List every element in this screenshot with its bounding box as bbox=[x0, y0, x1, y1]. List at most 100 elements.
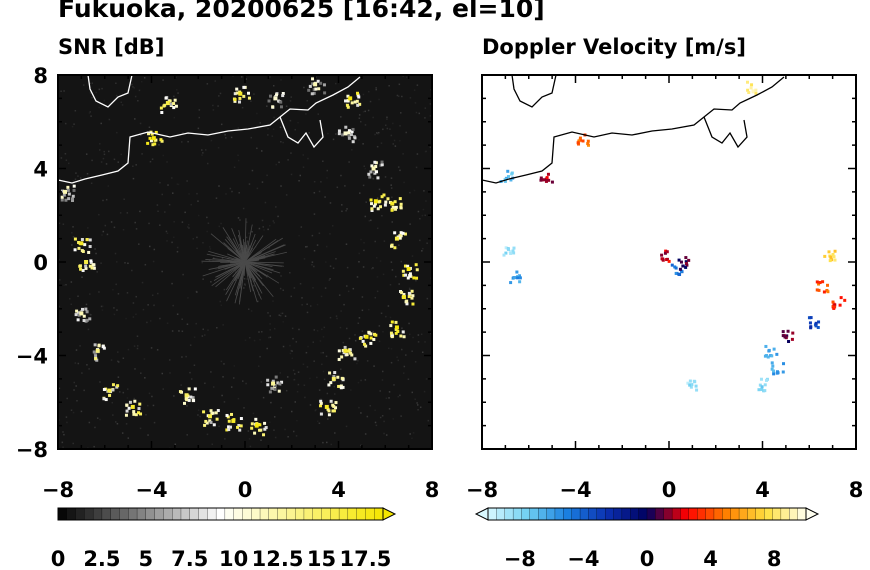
velocity-colorbar-cell bbox=[504, 507, 514, 521]
snr-echo bbox=[236, 425, 240, 429]
snr-echo bbox=[80, 238, 84, 242]
snr-echo bbox=[174, 104, 178, 108]
snr-echo bbox=[372, 338, 376, 342]
snr-echo bbox=[247, 91, 251, 95]
velocity-echo bbox=[815, 280, 819, 284]
snr-echo bbox=[189, 395, 193, 399]
snr-echo bbox=[94, 354, 98, 358]
velocity-echo bbox=[576, 141, 580, 145]
snr-colorbar-cell bbox=[154, 507, 165, 521]
snr-echo bbox=[403, 264, 407, 268]
velocity-echo bbox=[663, 251, 667, 255]
y-tick-label: 0 bbox=[33, 251, 48, 275]
snr-echo bbox=[81, 269, 85, 273]
snr-echo bbox=[77, 246, 81, 250]
velocity-colorbar-label: 8 bbox=[767, 547, 782, 570]
axes-layer: −8 −4 0 4 8 8 4 0 −4 −8 −8 −4 0 4 8 bbox=[16, 64, 864, 502]
velocity-echo bbox=[684, 260, 688, 264]
snr-colorbar-cell bbox=[295, 507, 305, 521]
snr-echo bbox=[401, 330, 405, 334]
snr-echo bbox=[92, 350, 96, 354]
snr-echo bbox=[237, 100, 241, 104]
velocity-colorbar-cell bbox=[646, 507, 657, 521]
snr-echo bbox=[231, 418, 236, 423]
velocity-echo bbox=[506, 169, 510, 173]
snr-echo bbox=[89, 261, 93, 265]
x-tick-label: 0 bbox=[662, 478, 677, 502]
velocity-echo bbox=[833, 305, 837, 309]
snr-echo bbox=[390, 333, 394, 337]
snr-echo bbox=[214, 411, 218, 415]
snr-echo bbox=[184, 393, 189, 398]
snr-echo bbox=[355, 99, 359, 103]
snr-echo bbox=[271, 379, 275, 383]
snr-echo bbox=[368, 175, 372, 179]
velocity-echo bbox=[817, 282, 821, 286]
velocity-echo bbox=[516, 276, 520, 280]
snr-echo bbox=[318, 404, 322, 408]
snr-echo bbox=[168, 99, 172, 103]
snr-echo bbox=[128, 400, 132, 404]
snr-colorbar-cell bbox=[303, 507, 314, 521]
snr-colorbar-cell bbox=[163, 507, 173, 521]
snr-echo bbox=[85, 318, 89, 322]
snr-echo bbox=[411, 302, 415, 306]
velocity-echo bbox=[586, 139, 590, 143]
velocity-echo bbox=[678, 267, 682, 271]
snr-echo bbox=[277, 99, 281, 103]
x-tick-label: −8 bbox=[466, 478, 498, 502]
snr-echo bbox=[390, 243, 394, 247]
snr-colorbar-label: 12.5 bbox=[252, 547, 304, 570]
snr-echo bbox=[346, 105, 350, 109]
velocity-echo bbox=[751, 89, 755, 93]
snr-echo bbox=[235, 87, 239, 91]
snr-echo bbox=[250, 422, 254, 426]
snr-echo bbox=[107, 388, 112, 393]
snr-echo bbox=[77, 313, 81, 317]
snr-echo bbox=[237, 424, 241, 428]
snr-colorbar-label: 5 bbox=[139, 547, 154, 570]
snr-echo bbox=[364, 344, 368, 348]
snr-echo bbox=[66, 188, 70, 192]
snr-echo bbox=[358, 336, 362, 340]
snr-echo bbox=[374, 165, 378, 169]
snr-echo bbox=[399, 334, 403, 338]
velocity-echo bbox=[763, 354, 767, 358]
snr-echo bbox=[393, 246, 397, 250]
snr-echo bbox=[266, 378, 270, 382]
velocity-echo bbox=[790, 337, 794, 341]
snr-echo bbox=[88, 238, 92, 242]
snr-echo bbox=[322, 83, 326, 87]
snr-echo bbox=[209, 409, 213, 413]
snr-colorbar-cell bbox=[145, 507, 156, 521]
snr-echo bbox=[95, 358, 99, 362]
velocity-echo bbox=[547, 178, 551, 182]
snr-echo bbox=[92, 266, 96, 270]
velocity-echo bbox=[814, 321, 818, 325]
snr-echo bbox=[154, 138, 158, 142]
snr-echo bbox=[269, 94, 273, 98]
snr-echo bbox=[406, 276, 410, 280]
snr-echo bbox=[369, 332, 373, 336]
snr-echo bbox=[111, 388, 115, 392]
snr-echo bbox=[77, 240, 81, 244]
snr-echo bbox=[399, 206, 403, 210]
velocity-echo bbox=[749, 86, 753, 90]
snr-colorbar-cell bbox=[277, 507, 288, 521]
snr-echo bbox=[377, 200, 381, 204]
velocity-colorbar-cell bbox=[529, 507, 539, 521]
snr-echo bbox=[405, 302, 409, 306]
velocity-echo bbox=[510, 171, 514, 175]
snr-echo bbox=[238, 91, 243, 96]
snr-echo bbox=[382, 193, 386, 197]
velocity-echo bbox=[545, 176, 549, 180]
snr-echo bbox=[370, 202, 374, 206]
snr-colorbar-cell bbox=[224, 507, 235, 521]
snr-echo bbox=[327, 383, 331, 387]
velocity-echo bbox=[764, 378, 768, 382]
snr-echo bbox=[63, 189, 68, 194]
snr-echo bbox=[133, 399, 137, 403]
snr-echo bbox=[390, 201, 395, 206]
snr-echo bbox=[328, 371, 332, 375]
velocity-colorbar-extend-min bbox=[474, 507, 489, 521]
